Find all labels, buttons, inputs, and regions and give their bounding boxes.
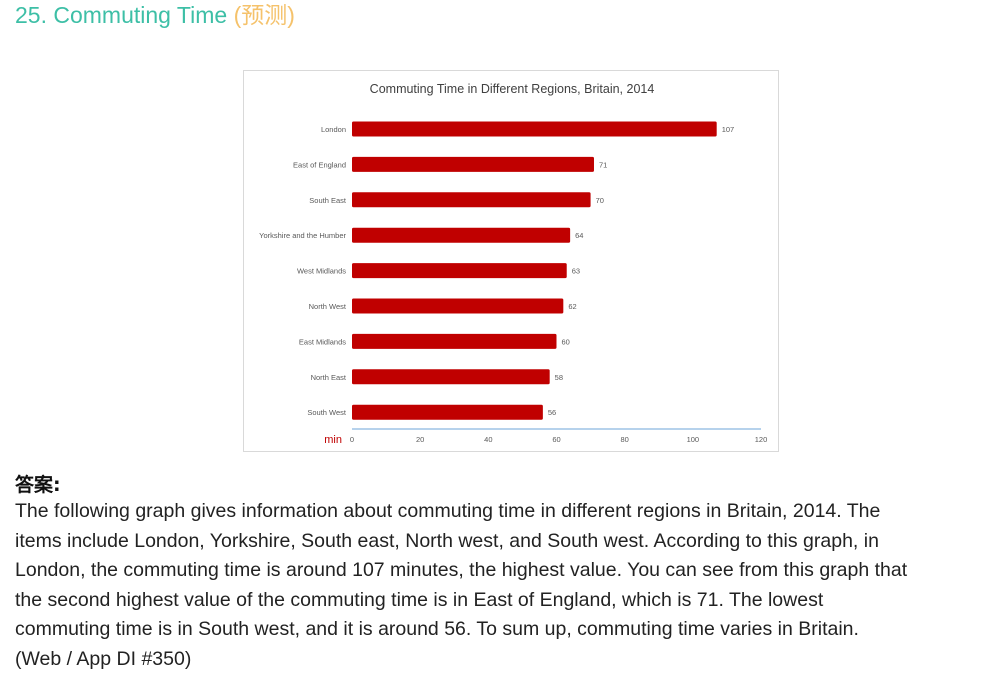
question-tag: (预测) [233, 2, 295, 28]
chart-title: Commuting Time in Different Regions, Bri… [370, 82, 655, 96]
data-label: 64 [575, 231, 583, 240]
category-label: East of England [293, 160, 346, 169]
answer-line: London, the commuting time is around 107… [15, 559, 908, 581]
answer-line: The following graph gives information ab… [15, 500, 881, 522]
bar [352, 227, 571, 243]
bar [352, 404, 543, 420]
data-label: 71 [599, 160, 607, 169]
question-heading: 25. Commuting Time (预测) [15, 0, 295, 30]
data-label: 107 [722, 125, 735, 134]
data-label: 60 [562, 337, 570, 346]
x-ticks-layer: 0 20 40 60 80 100 120 [350, 435, 767, 444]
chart-frame: Commuting Time in Different Regions, Bri… [243, 70, 779, 452]
bar [352, 298, 564, 314]
answer-line: the second highest value of the commutin… [15, 588, 824, 611]
answer-paragraph: The following graph gives information ab… [15, 497, 990, 674]
data-label: 62 [568, 302, 576, 311]
bar [352, 121, 717, 137]
bar-chart: Commuting Time in Different Regions, Bri… [259, 82, 767, 446]
category-label: South West [307, 408, 347, 417]
x-tick-label: 40 [484, 435, 492, 444]
x-tick-label: 80 [620, 435, 628, 444]
data-label: 58 [555, 373, 563, 382]
bar [352, 263, 567, 279]
category-label: West Midlands [297, 267, 346, 276]
question-title: 25. Commuting Time [15, 2, 228, 28]
x-tick-label: 20 [416, 435, 424, 444]
bars-layer: London 107 East of England 71 South East 70 Yo… [259, 121, 735, 420]
x-axis-unit-label: min [324, 434, 342, 446]
data-label: 63 [572, 267, 580, 276]
data-label: 70 [596, 196, 604, 205]
category-label: East Midlands [299, 337, 346, 346]
answer-line: items include London, Yorkshire, South e… [15, 529, 879, 552]
x-tick-label: 60 [552, 435, 560, 444]
category-label: Yorkshire and the Humber [259, 231, 346, 240]
data-label: 56 [548, 408, 556, 417]
category-label: London [321, 125, 346, 134]
x-tick-label: 0 [350, 435, 354, 444]
answer-label: 答案: [15, 474, 61, 496]
bar [352, 369, 550, 385]
answer-line: (Web / App DI #350) [15, 647, 192, 670]
bar [352, 333, 557, 349]
x-tick-label: 100 [687, 435, 700, 444]
answer-line: commuting time is in South west, and it … [15, 618, 859, 640]
category-label: South East [309, 196, 347, 205]
category-label: North East [311, 373, 347, 382]
bar [352, 192, 591, 208]
x-tick-label: 120 [755, 435, 768, 444]
category-label: North West [309, 302, 347, 311]
bar [352, 156, 594, 172]
